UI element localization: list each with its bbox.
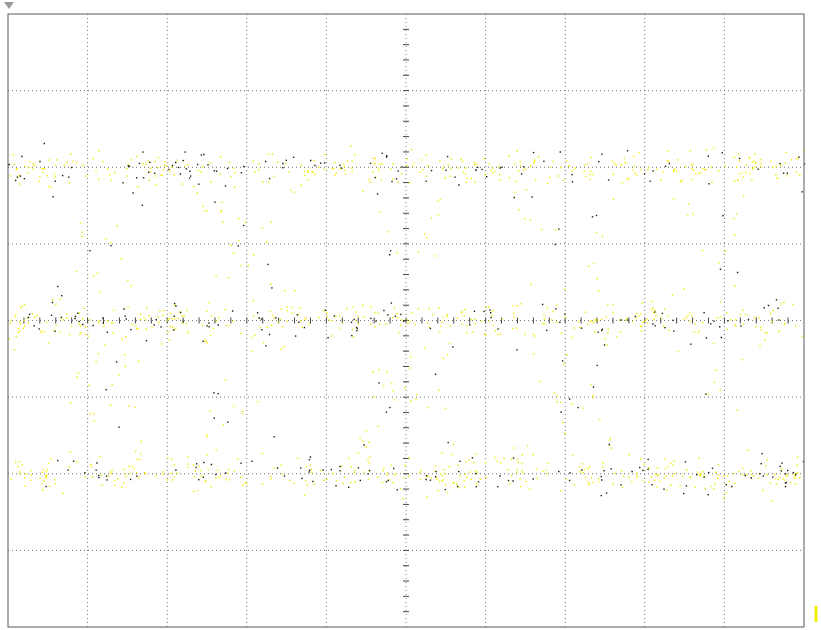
plot-frame [7, 13, 805, 628]
trigger-marker [4, 2, 14, 9]
trace-samples-bright [8, 145, 805, 502]
graticule [7, 13, 805, 628]
eye-trace [8, 142, 806, 502]
down-triangle-icon [4, 2, 14, 9]
